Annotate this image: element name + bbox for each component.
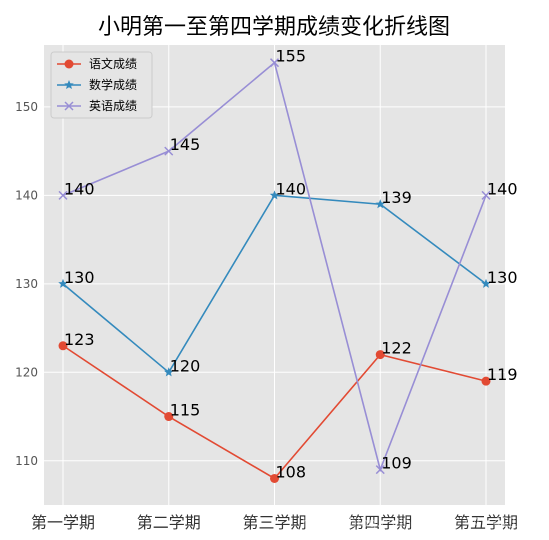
data-point-2 xyxy=(58,278,68,288)
legend-label: 语文成绩 xyxy=(89,56,137,71)
data-label: 140 xyxy=(64,179,95,198)
data-label: 155 xyxy=(276,47,307,66)
data-point-1 xyxy=(481,376,491,386)
data-label: 130 xyxy=(487,268,518,287)
data-label: 140 xyxy=(276,179,307,198)
data-point-3 xyxy=(58,190,68,200)
x-axis-ticks: 第一学期 第二学期 第三学期 第四学期 第五学期 xyxy=(31,513,518,532)
data-point-2 xyxy=(163,367,174,377)
legend-label: 英语成绩 xyxy=(89,99,137,113)
y-tick-label: 110 xyxy=(15,454,38,468)
data-point-3 xyxy=(481,190,491,200)
data-label: 140 xyxy=(487,179,518,198)
x-tick-label: 第二学期 xyxy=(137,513,201,532)
legend-marker xyxy=(64,80,74,90)
data-labels: 123 115 108 122 119 130 120 140 139 130 140 145 155 1… xyxy=(64,47,518,482)
watermark: https://blog.csdn.net/qq_44...421 xyxy=(302,516,518,531)
data-point-1 xyxy=(375,350,385,360)
x-tick-label: 第四学期 xyxy=(348,513,412,532)
data-label: 130 xyxy=(64,268,95,287)
data-point-2 xyxy=(375,199,386,209)
data-point-1 xyxy=(270,473,279,483)
data-label: 109 xyxy=(381,454,412,473)
y-tick-label: 130 xyxy=(15,277,38,291)
data-point-2 xyxy=(481,278,491,288)
x-tick-label: 第三学期 xyxy=(242,513,306,532)
data-label: 108 xyxy=(276,462,307,481)
legend-box xyxy=(50,51,153,119)
data-point-3 xyxy=(164,146,174,156)
data-label: 115 xyxy=(170,401,201,420)
grid xyxy=(44,45,505,505)
y-tick-label: 120 xyxy=(15,365,38,379)
data-point-3 xyxy=(269,58,280,68)
data-label: 120 xyxy=(170,356,201,375)
data-point-1 xyxy=(164,412,174,422)
data-label: 122 xyxy=(381,339,412,358)
chart-title: 小明第一至第四学期成绩变化折线图 xyxy=(98,15,450,40)
x-tick-label: 第一学期 xyxy=(31,513,95,532)
data-point-1 xyxy=(58,341,68,351)
data-label: 123 xyxy=(64,330,95,349)
data-label: 119 xyxy=(487,365,518,384)
y-tick-label: 150 xyxy=(15,100,38,114)
y-axis-ticks: 110 120 130 140 150 xyxy=(15,100,38,468)
data-label: 139 xyxy=(381,188,412,207)
y-tick-label: 140 xyxy=(15,188,38,202)
data-label: 145 xyxy=(170,135,201,154)
x-tick-label: 第五学期 xyxy=(454,513,518,532)
series-group xyxy=(58,58,491,483)
data-point-3 xyxy=(375,465,385,475)
legend-marker xyxy=(64,59,74,69)
legend-marker xyxy=(64,101,74,111)
data-point-2 xyxy=(269,190,280,200)
legend-label: 数学成绩 xyxy=(89,77,137,92)
